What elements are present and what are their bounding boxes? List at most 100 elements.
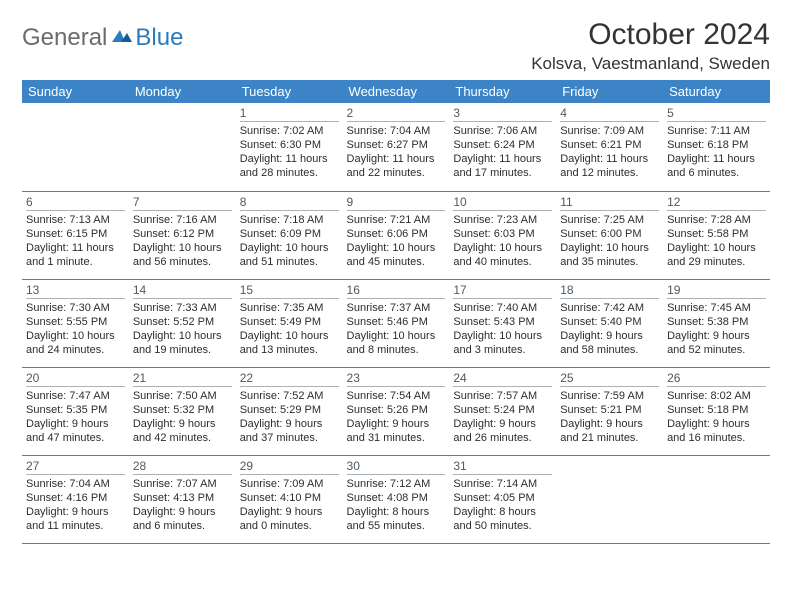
day-number: 19 (667, 283, 766, 299)
calendar-week-row: 20 Sunrise: 7:47 AMSunset: 5:35 PMDayligh… (22, 367, 770, 455)
sunset-text: Sunset: 5:49 PM (240, 315, 339, 329)
day-number: 17 (453, 283, 552, 299)
calendar-day-cell: 13Sunrise: 7:30 AMSunset: 5:55 PMDayligh… (22, 279, 129, 367)
sunset-text: Sunset: 5:52 PM (133, 315, 232, 329)
calendar-empty-cell (129, 103, 236, 191)
calendar-day-cell: 6Sunrise: 7:13 AMSunset: 6:15 PMDaylight… (22, 191, 129, 279)
calendar-day-cell: 24 Sunrise: 7:57 AMSunset: 5:24 PMDayligh… (449, 367, 556, 455)
daylight-text: Daylight: 11 hours and 28 minutes. (240, 152, 339, 180)
sunrise-text: Sunrise: 7:09 AM (240, 477, 339, 491)
sunset-text: Sunset: 5:35 PM (26, 403, 125, 417)
daylight-text: Daylight: 9 hours and 26 minutes. (453, 417, 552, 445)
sunset-text: Sunset: 5:55 PM (26, 315, 125, 329)
sunrise-text: Sunrise: 7:30 AM (26, 301, 125, 315)
day-header: Wednesday (343, 80, 450, 103)
day-number: 13 (26, 283, 125, 299)
day-number: 21 (133, 371, 232, 387)
sunrise-text: Sunrise: 7:28 AM (667, 213, 766, 227)
sunset-text: Sunset: 5:18 PM (667, 403, 766, 417)
day-number: 2 (347, 106, 446, 122)
calendar-day-cell: 17 Sunrise: 7:40 AMSunset: 5:43 PMDayligh… (449, 279, 556, 367)
calendar-day-cell: 7Sunrise: 7:16 AMSunset: 6:12 PMDaylight… (129, 191, 236, 279)
daylight-text: Daylight: 9 hours and 47 minutes. (26, 417, 125, 445)
sunset-text: Sunset: 6:15 PM (26, 227, 125, 241)
daylight-text: Daylight: 9 hours and 58 minutes. (560, 329, 659, 357)
calendar-day-cell: 28Sunrise: 7:07 AMSunset: 4:13 PMDayligh… (129, 455, 236, 543)
day-details: Sunrise: 7:21 AMSunset: 6:06 PMDaylight:… (347, 213, 446, 269)
day-details: Sunrise: 7:42 AMSunset: 5:40 PMDaylight:… (560, 301, 659, 357)
day-details: Sunrise: 7:23 AMSunset: 6:03 PMDaylight:… (453, 213, 552, 269)
calendar-day-cell: 26Sunrise: 8:02 AMSunset: 5:18 PMDayligh… (663, 367, 770, 455)
day-number: 22 (240, 371, 339, 387)
daylight-text: Daylight: 9 hours and 21 minutes. (560, 417, 659, 445)
day-number: 6 (26, 195, 125, 211)
sunset-text: Sunset: 5:40 PM (560, 315, 659, 329)
calendar-day-cell: 14Sunrise: 7:33 AMSunset: 5:52 PMDayligh… (129, 279, 236, 367)
day-number: 1 (240, 106, 339, 122)
days-of-week-row: SundayMondayTuesdayWednesdayThursdayFrid… (22, 80, 770, 103)
calendar-week-row: 13 Sunrise: 7:30 AMSunset: 5:55 PM Dayligh… (22, 279, 770, 367)
sunset-text: Sunset: 6:06 PM (347, 227, 446, 241)
day-details: Sunrise: 7:45 AMSunset: 5:38 PMDaylight:… (667, 301, 766, 357)
day-number: 26 (667, 371, 766, 387)
day-details: Sunrise: 7:28 AMSunset: 5:58 PMDaylight:… (667, 213, 766, 269)
daylight-text: Daylight: 8 hours and 55 minutes. (347, 505, 446, 533)
day-details: Sunrise: 7:16 AMSunset: 6:12 PMDaylight:… (133, 213, 232, 269)
calendar-empty-cell (663, 455, 770, 543)
day-details: Sunrise: 7:59 AMSunset: 5:21 PMDaylight:… (560, 389, 659, 445)
day-number: 30 (347, 459, 446, 475)
sunset-text: Sunset: 6:30 PM (240, 138, 339, 152)
day-details: Sunrise: 7:47 AMSunset: 5:35 PMDaylight:… (26, 389, 125, 445)
calendar-day-cell: 21Sunrise: 7:50 AMSunset: 5:32 PMDayligh… (129, 367, 236, 455)
day-number: 24 (453, 371, 552, 387)
sunrise-text: Sunrise: 7:40 AM (453, 301, 552, 315)
day-details: Sunrise: 7:14 AMSunset: 4:05 PMDaylight:… (453, 477, 552, 533)
sunrise-text: Sunrise: 7:57 AM (453, 389, 552, 403)
day-number: 28 (133, 459, 232, 475)
day-number: 20 (26, 371, 125, 387)
day-number: 9 (347, 195, 446, 211)
sunset-text: Sunset: 5:24 PM (453, 403, 552, 417)
sunrise-text: Sunrise: 7:12 AM (347, 477, 446, 491)
sunset-text: Sunset: 6:21 PM (560, 138, 659, 152)
daylight-text: Daylight: 11 hours and 22 minutes. (347, 152, 446, 180)
calendar-day-cell: 2 Sunrise: 7:04 AMSunset: 6:27 PMDaylight… (343, 103, 450, 191)
sunrise-text: Sunrise: 7:14 AM (453, 477, 552, 491)
daylight-text: Daylight: 11 hours and 17 minutes. (453, 152, 552, 180)
daylight-text: Daylight: 10 hours and 51 minutes. (240, 241, 339, 269)
day-header: Saturday (663, 80, 770, 103)
day-header: Sunday (22, 80, 129, 103)
daylight-text: Daylight: 10 hours and 29 minutes. (667, 241, 766, 269)
day-header: Friday (556, 80, 663, 103)
sunset-text: Sunset: 6:12 PM (133, 227, 232, 241)
day-number: 10 (453, 195, 552, 211)
calendar-day-cell: 11Sunrise: 7:25 AMSunset: 6:00 PMDayligh… (556, 191, 663, 279)
daylight-text: Daylight: 10 hours and 8 minutes. (347, 329, 446, 357)
sunrise-text: Sunrise: 7:42 AM (560, 301, 659, 315)
sunset-text: Sunset: 5:43 PM (453, 315, 552, 329)
logo-text-general: General (22, 24, 107, 52)
sunrise-text: Sunrise: 7:33 AM (133, 301, 232, 315)
sunrise-text: Sunrise: 7:11 AM (667, 124, 766, 138)
day-details: Sunrise: 7:04 AMSunset: 6:27 PMDaylight:… (347, 124, 446, 180)
daylight-text: Daylight: 9 hours and 11 minutes. (26, 505, 125, 533)
calendar-day-cell: 5Sunrise: 7:11 AMSunset: 6:18 PMDaylight… (663, 103, 770, 191)
daylight-text: Daylight: 9 hours and 37 minutes. (240, 417, 339, 445)
day-number: 12 (667, 195, 766, 211)
sunset-text: Sunset: 6:00 PM (560, 227, 659, 241)
calendar-day-cell: 22Sunrise: 7:52 AMSunset: 5:29 PMDayligh… (236, 367, 343, 455)
day-number: 3 (453, 106, 552, 122)
day-number: 27 (26, 459, 125, 475)
logo: General Blue (22, 24, 183, 52)
sunset-text: Sunset: 4:05 PM (453, 491, 552, 505)
day-details: Sunrise: 7:40 AMSunset: 5:43 PMDaylight:… (453, 301, 552, 357)
header: General Blue October 2024 Kolsva, Vaestm… (22, 18, 770, 74)
daylight-text: Daylight: 10 hours and 19 minutes. (133, 329, 232, 357)
sunset-text: Sunset: 4:10 PM (240, 491, 339, 505)
day-details: Sunrise: 7:57 AMSunset: 5:24 PMDaylight:… (453, 389, 552, 445)
day-details: Sunrise: 7:25 AMSunset: 6:00 PMDaylight:… (560, 213, 659, 269)
sunset-text: Sunset: 5:46 PM (347, 315, 446, 329)
day-number: 8 (240, 195, 339, 211)
calendar-day-cell: 8Sunrise: 7:18 AMSunset: 6:09 PMDaylight… (236, 191, 343, 279)
day-header: Monday (129, 80, 236, 103)
